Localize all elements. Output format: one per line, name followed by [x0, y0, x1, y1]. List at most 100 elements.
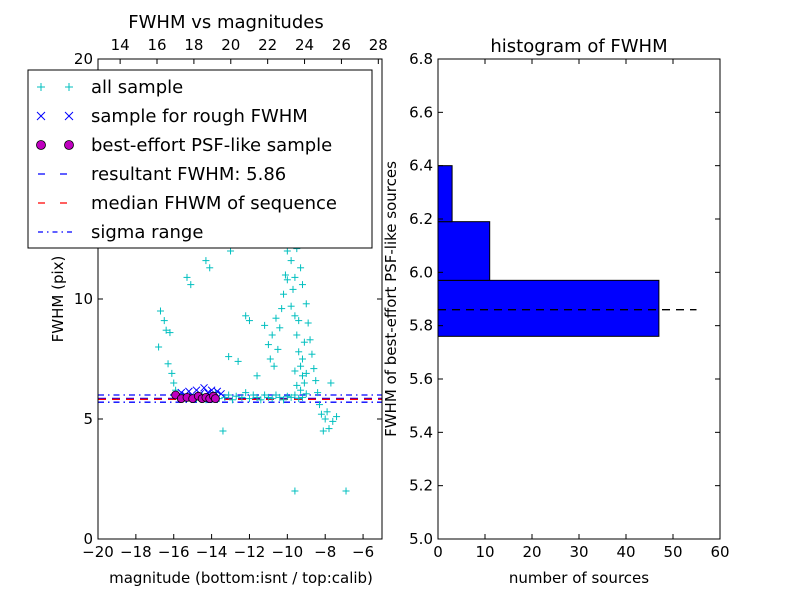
- point-all-sample-64: [298, 281, 306, 289]
- left-xtick-label-6: −8: [314, 543, 336, 561]
- point-all-sample-36: [291, 391, 299, 399]
- right-x-axis-label: number of sources: [509, 569, 649, 587]
- left-xtick-label-5: −10: [272, 543, 304, 561]
- point-all-sample-6: [168, 369, 176, 377]
- right-chart-title: histogram of FWHM: [490, 36, 667, 57]
- legend-label-2: best-effort PSF-like sample: [91, 135, 332, 156]
- legend: all sample sample for rough FWHM best-effo…: [27, 69, 373, 249]
- left-xtick-label-7: −6: [352, 543, 374, 561]
- right-xtick-label-1: 10: [475, 543, 494, 561]
- legend-entry-4: median FHWM of sequence: [38, 193, 337, 214]
- point-all-sample-65: [302, 300, 310, 308]
- point-all-sample-51: [287, 257, 295, 265]
- point-all-sample-28: [261, 391, 269, 399]
- point-all-sample-38: [298, 393, 306, 401]
- point-all-sample-39: [302, 390, 310, 398]
- point-all-sample-49: [283, 247, 291, 255]
- point-all-sample-43: [270, 362, 278, 370]
- histogram-bar-0: [437, 279, 660, 337]
- point-all-sample-40: [261, 321, 269, 329]
- right-xtick-label-3: 30: [569, 543, 588, 561]
- point-all-sample-86: [268, 331, 276, 339]
- point-all-sample-60: [287, 302, 295, 310]
- left-xtick-label-1: −18: [120, 543, 152, 561]
- point-all-sample-18: [221, 393, 229, 401]
- point-all-sample-69: [310, 365, 318, 373]
- left-y-axis-label: FWHM (pix): [49, 256, 67, 343]
- point-all-sample-66: [304, 319, 312, 327]
- histogram-bar-2: [437, 165, 453, 223]
- left-xtick-label-0: −20: [82, 543, 114, 561]
- legend-label-3: resultant FWHM: 5.86: [91, 164, 286, 185]
- point-all-sample-73: [317, 410, 325, 418]
- point-rough-sample-b: [192, 386, 201, 395]
- point-all-sample-46: [278, 305, 286, 313]
- point-all-sample-99: [291, 487, 299, 495]
- point-all-sample-76: [329, 417, 337, 425]
- point-all-sample-24: [245, 395, 253, 403]
- left-ytick-label-1: 5: [83, 410, 93, 428]
- point-all-sample-53: [291, 312, 299, 320]
- point-all-sample-47: [280, 290, 288, 298]
- point-all-sample-31: [272, 391, 280, 399]
- point-all-sample-3: [166, 329, 174, 337]
- right-ytick-label-5: 6.0: [409, 263, 433, 281]
- point-all-sample-34: [283, 392, 291, 400]
- point-all-sample-67: [306, 336, 314, 344]
- point-all-sample-57: [298, 372, 306, 380]
- right-ytick-label-9: 6.8: [409, 50, 433, 68]
- point-all-sample-4: [155, 343, 163, 351]
- point-all-sample-23: [242, 389, 250, 397]
- point-all-sample-1: [160, 317, 168, 325]
- legend-box: [27, 69, 373, 249]
- legend-cross-icon: [36, 111, 46, 121]
- point-all-sample-32: [276, 393, 284, 401]
- left-top-xtick-label-6: 26: [332, 36, 351, 54]
- left-top-xtick-label-0: 14: [111, 36, 130, 54]
- point-all-sample-29: [264, 393, 272, 401]
- point-all-sample-70: [312, 377, 320, 385]
- left-xtick-label-3: −14: [196, 543, 228, 561]
- point-all-sample-21: [232, 392, 240, 400]
- right-ytick-label-2: 5.4: [409, 423, 433, 441]
- point-all-sample-88: [297, 386, 305, 394]
- point-all-sample-71: [314, 389, 322, 397]
- point-all-sample-68: [308, 350, 316, 358]
- left-x-axis-label: magnitude (bottom:isnt / top:calib): [109, 569, 373, 587]
- left-ytick-label-3: 20: [74, 50, 93, 68]
- legend-label-0: all sample: [91, 77, 183, 98]
- right-ytick-label-4: 5.8: [409, 317, 433, 335]
- legend-cross-icon: [64, 111, 74, 121]
- point-all-sample-96: [187, 281, 195, 289]
- left-top-xtick-label-4: 22: [258, 36, 277, 54]
- legend-label-1: sample for rough FWHM: [91, 106, 308, 127]
- point-all-sample-27: [257, 396, 265, 404]
- left-top-xtick-label-5: 24: [295, 36, 314, 54]
- point-all-sample-25: [249, 391, 257, 399]
- scatter-plot-area: −20 −18 −16 −14 −12 −10 −8 −6 14 16 18 20 22 24 26 28 0 5…: [74, 36, 388, 561]
- legend-entry-5: sigma range: [38, 222, 203, 243]
- point-all-sample-33: [280, 396, 288, 404]
- histogram-chart: histogram of FWHM 0 10 20 30 40 50 60 5.0 5.2 5.4…: [382, 36, 730, 587]
- right-ytick-label-3: 5.6: [409, 370, 433, 388]
- point-all-sample-92: [219, 427, 227, 435]
- point-all-sample-0: [156, 307, 164, 315]
- legend-entry-0: all sample: [37, 77, 183, 98]
- point-all-sample-83: [300, 338, 308, 346]
- point-all-sample-56: [297, 362, 305, 370]
- point-all-sample-75: [325, 425, 333, 433]
- right-y-axis-label: FWHM of best-effort PSF-like sources: [382, 161, 400, 437]
- point-all-sample-84: [298, 355, 306, 363]
- point-all-sample-63: [297, 264, 305, 272]
- point-all-sample-42: [266, 355, 274, 363]
- point-all-sample-48: [281, 271, 289, 279]
- left-chart-title: FWHM vs magnitudes: [128, 12, 323, 33]
- point-all-sample-22: [238, 393, 246, 401]
- point-all-sample-90: [225, 353, 233, 361]
- point-all-sample-79: [283, 276, 291, 284]
- point-all-sample-61: [291, 273, 299, 281]
- point-all-sample-103: [327, 379, 335, 387]
- point-all-sample-102: [253, 372, 261, 380]
- point-all-sample-30: [268, 395, 276, 403]
